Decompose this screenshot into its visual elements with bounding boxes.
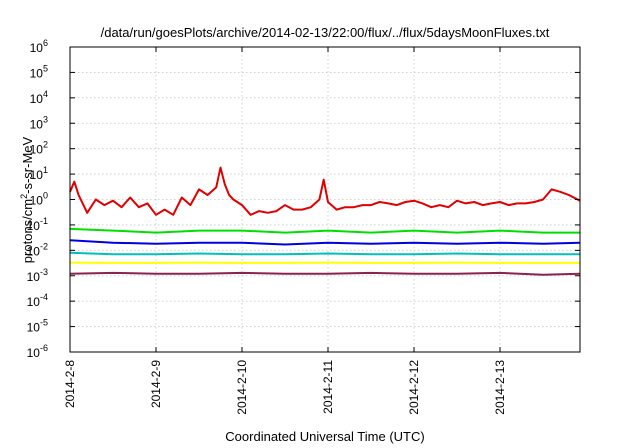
y-tick-label: 10-6 xyxy=(27,343,48,360)
series-line-2 xyxy=(69,227,580,234)
y-tick-base: 10 xyxy=(27,321,41,335)
y-tick-label: 10-1 xyxy=(27,216,48,233)
x-tick-label: 2014-2-11 xyxy=(321,360,335,414)
x-axis-label: Coordinated Universal Time (UTC) xyxy=(225,429,424,444)
y-tick-exponent: 6 xyxy=(43,38,48,48)
y-tick-label: 10-5 xyxy=(27,318,48,335)
x-tick-label: 2014-2-9 xyxy=(149,360,163,408)
y-tick-label: 10-3 xyxy=(27,267,48,284)
y-axis-label-units: -s-sr-MeV xyxy=(20,136,35,193)
grid-lines xyxy=(70,47,580,352)
y-tick-base: 10 xyxy=(30,66,44,80)
y-tick-exponent: -3 xyxy=(40,267,48,277)
y-axis-label-main: protons/cm xyxy=(20,199,35,263)
y-tick-exponent: -1 xyxy=(40,216,48,226)
x-tick-label: 2014-2-13 xyxy=(493,360,507,415)
y-tick-label: 105 xyxy=(30,63,48,80)
y-tick-base: 10 xyxy=(27,295,41,309)
y-tick-exponent: 0 xyxy=(43,191,48,201)
y-tick-label: 10-4 xyxy=(27,292,48,309)
y-tick-base: 10 xyxy=(27,270,41,284)
y-tick-exponent: 5 xyxy=(43,63,48,73)
y-tick-exponent: 3 xyxy=(43,114,48,124)
x-axis-ticks: 2014-2-8 2014-2-9 2014-2-10 2014-2-11 2014-2… xyxy=(63,47,507,415)
y-tick-base: 10 xyxy=(30,92,44,106)
data-series xyxy=(69,166,581,276)
y-tick-exponent: -2 xyxy=(40,241,48,251)
y-tick-exponent: 4 xyxy=(43,89,48,99)
y-tick-exponent: -4 xyxy=(40,292,48,302)
y-tick-base: 10 xyxy=(30,117,44,131)
series-line-1 xyxy=(69,166,581,216)
y-tick-label: 10-2 xyxy=(27,241,48,258)
series-line-3 xyxy=(69,239,581,246)
y-tick-exponent: -6 xyxy=(40,343,48,353)
y-tick-base: 10 xyxy=(30,143,44,157)
y-tick-base: 10 xyxy=(30,168,44,182)
x-tick-label: 2014-2-10 xyxy=(235,360,249,415)
y-axis-label-superscript: 2 xyxy=(19,194,29,199)
x-tick-label: 2014-2-12 xyxy=(407,360,421,415)
y-tick-label: 100 xyxy=(30,191,48,208)
series-line-6 xyxy=(69,271,581,276)
y-tick-exponent: -5 xyxy=(40,318,48,328)
x-tick-label: 2014-2-8 xyxy=(63,360,77,408)
y-tick-base: 10 xyxy=(30,41,44,55)
y-tick-label: 104 xyxy=(30,89,48,106)
y-axis-ticks: 10-610-510-410-310-210-11001011021031041… xyxy=(27,38,580,360)
y-tick-base: 10 xyxy=(27,244,41,258)
chart-title: /data/run/goesPlots/archive/2014-02-13/2… xyxy=(101,25,550,40)
y-tick-label: 106 xyxy=(30,38,48,55)
y-tick-label: 102 xyxy=(30,140,48,157)
y-tick-label: 101 xyxy=(30,165,48,182)
y-axis-label: protons/cm2-s-sr-MeV xyxy=(19,136,35,263)
y-tick-exponent: 2 xyxy=(43,140,48,150)
series-line-4 xyxy=(69,251,580,256)
y-tick-base: 10 xyxy=(27,219,41,233)
y-tick-base: 10 xyxy=(30,194,44,208)
y-tick-label: 103 xyxy=(30,114,48,131)
y-tick-base: 10 xyxy=(27,346,41,360)
y-tick-exponent: 1 xyxy=(43,165,48,175)
